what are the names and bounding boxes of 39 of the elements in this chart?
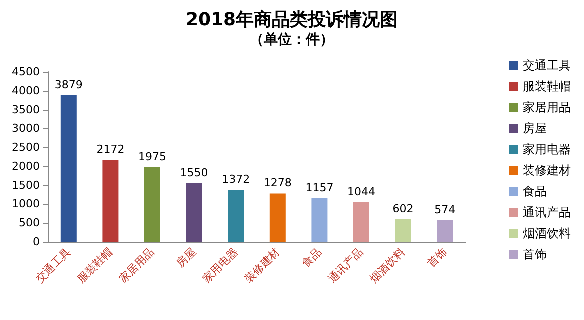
x-tick-label: 房屋 [174,245,199,270]
y-tick-label: 3500 [12,103,40,116]
data-label: 3879 [54,78,83,92]
x-tick-label: 通讯产品 [326,245,366,286]
data-label: 1550 [180,166,208,180]
y-tick-label: 500 [19,216,40,230]
legend-label: 家用电器 [523,142,571,156]
legend-label: 装修建材 [523,164,571,178]
data-label: 1372 [222,173,250,186]
x-tick-label: 家用电器 [200,245,241,286]
y-tick-label: 2500 [12,141,40,154]
x-tick-label: 装修建材 [242,245,282,286]
y-tick-label: 4000 [12,84,40,98]
y-tick-label: 3000 [12,122,40,136]
y-tick-label: 1500 [12,178,40,192]
data-label: 1157 [306,181,334,194]
y-tick-label: 2000 [12,160,40,173]
x-tick-label: 家居用品 [116,245,158,286]
x-tick-label: 首饰 [424,245,450,270]
data-label: 602 [392,202,414,216]
y-tick-label: 1000 [12,198,40,211]
legend-label: 通讯产品 [523,206,571,220]
y-tick-label: 4500 [12,66,40,78]
data-label: 1278 [264,176,292,190]
legend-label: 烟酒饮料 [523,226,571,240]
legend-label: 家居用品 [523,100,571,114]
x-tick-label: 烟酒饮料 [368,245,408,286]
data-label: 1975 [138,150,166,164]
x-tick-label: 服装鞋帽 [74,245,116,286]
data-label: 2172 [96,142,125,156]
legend-label: 交通工具 [523,58,571,72]
chart-title: 2018年商品类投诉情况图 [186,10,398,30]
data-label: 574 [434,203,456,216]
data-label: 1044 [348,186,376,199]
legend-label: 服装鞋帽 [523,80,571,94]
legend-label: 食品 [523,184,547,198]
chart-subtitle: （单位：件） [250,32,334,48]
legend-label: 房屋 [523,122,547,136]
x-tick-label: 食品 [300,245,324,270]
